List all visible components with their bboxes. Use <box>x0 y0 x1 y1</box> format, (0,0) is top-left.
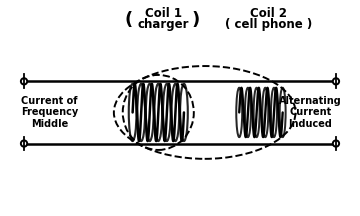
Circle shape <box>21 78 27 84</box>
Text: charger: charger <box>138 17 189 31</box>
Text: ): ) <box>192 11 200 29</box>
Text: Alternating
Current
Induced: Alternating Current Induced <box>279 96 342 129</box>
Text: Coil 2: Coil 2 <box>250 7 287 20</box>
Text: Coil 1: Coil 1 <box>145 7 182 20</box>
Text: Current of
Frequency
Middle: Current of Frequency Middle <box>21 96 78 129</box>
Text: ( cell phone ): ( cell phone ) <box>225 17 312 31</box>
Circle shape <box>21 140 27 147</box>
Circle shape <box>333 140 339 147</box>
Text: (: ( <box>125 11 133 29</box>
Circle shape <box>333 78 339 84</box>
